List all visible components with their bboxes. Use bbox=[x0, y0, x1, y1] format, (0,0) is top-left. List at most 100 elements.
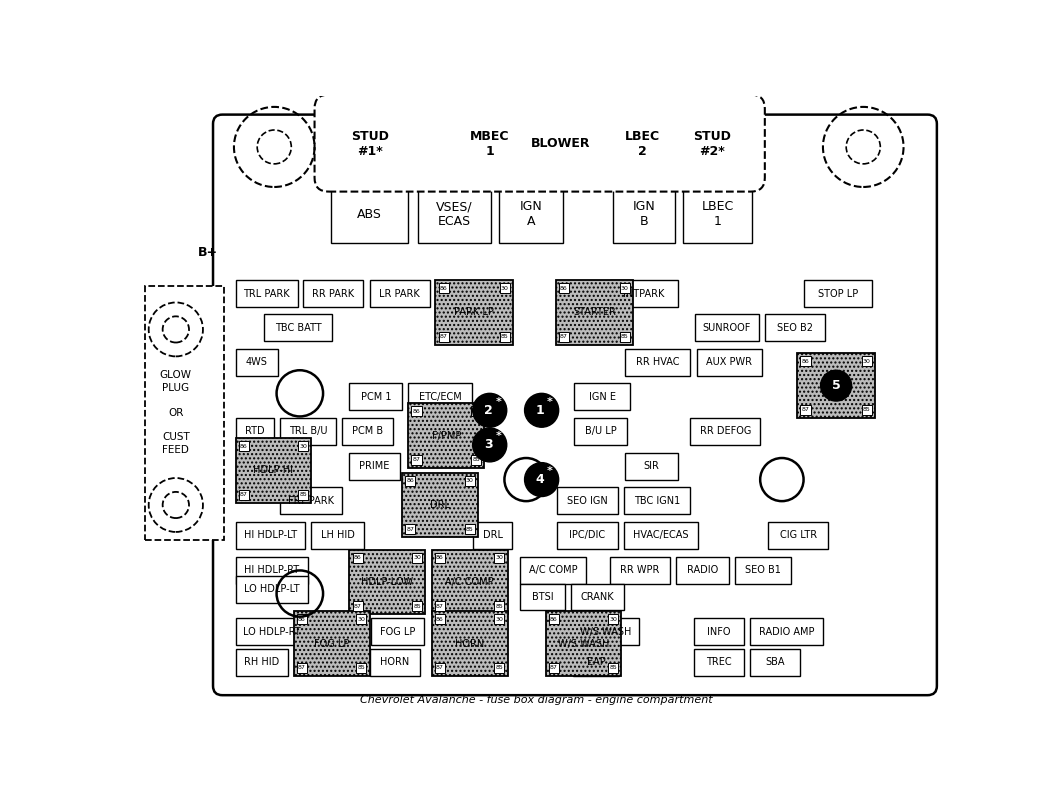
Text: STUD
#1*: STUD #1* bbox=[351, 130, 388, 158]
Bar bbox=[624, 487, 690, 514]
Text: 4WS: 4WS bbox=[246, 357, 268, 367]
Bar bbox=[574, 384, 630, 410]
Text: 30: 30 bbox=[472, 409, 481, 414]
Bar bbox=[439, 284, 448, 293]
Text: 87: 87 bbox=[240, 492, 247, 497]
Bar bbox=[573, 649, 619, 676]
Text: LR PARK: LR PARK bbox=[379, 288, 420, 299]
Bar bbox=[608, 614, 619, 624]
Bar bbox=[499, 332, 510, 342]
Text: 87: 87 bbox=[354, 604, 361, 609]
Bar bbox=[750, 618, 823, 645]
Text: *: * bbox=[548, 396, 553, 407]
Bar bbox=[609, 280, 678, 307]
Bar bbox=[293, 611, 370, 676]
Text: *: * bbox=[548, 466, 553, 476]
Bar bbox=[236, 576, 309, 603]
Bar bbox=[303, 280, 363, 307]
Bar bbox=[559, 284, 569, 293]
Text: A/C COMP: A/C COMP bbox=[529, 565, 577, 575]
Bar bbox=[620, 284, 630, 293]
Text: 4: 4 bbox=[536, 473, 544, 486]
Bar bbox=[625, 348, 690, 376]
Text: SEO IGN: SEO IGN bbox=[567, 496, 607, 505]
Text: IGN
A: IGN A bbox=[519, 200, 542, 228]
Bar bbox=[695, 314, 759, 341]
FancyBboxPatch shape bbox=[213, 115, 937, 695]
Text: 2: 2 bbox=[484, 404, 492, 417]
Text: HVAC/ECAS: HVAC/ECAS bbox=[633, 530, 689, 541]
Text: PRIME: PRIME bbox=[359, 461, 389, 471]
Text: 5: 5 bbox=[831, 379, 841, 392]
Bar bbox=[549, 614, 559, 624]
Text: 86: 86 bbox=[354, 555, 361, 560]
Text: LH HID: LH HID bbox=[320, 530, 355, 541]
Bar bbox=[574, 418, 627, 445]
Text: 30: 30 bbox=[495, 555, 504, 560]
Text: 87: 87 bbox=[413, 457, 421, 462]
Text: 86: 86 bbox=[240, 444, 247, 449]
Text: PARK LP: PARK LP bbox=[454, 308, 494, 317]
Text: HORN: HORN bbox=[455, 638, 484, 649]
Text: CRANK: CRANK bbox=[581, 592, 615, 602]
Text: RR WPR: RR WPR bbox=[621, 565, 660, 575]
Bar bbox=[549, 663, 559, 673]
Text: 86: 86 bbox=[550, 617, 557, 622]
Text: STOP LP: STOP LP bbox=[818, 288, 857, 299]
Bar bbox=[676, 557, 729, 584]
Bar bbox=[311, 522, 364, 549]
Text: FOG LP: FOG LP bbox=[314, 638, 350, 649]
Text: 87: 87 bbox=[297, 666, 306, 670]
Bar bbox=[735, 557, 792, 584]
Text: 85: 85 bbox=[299, 492, 307, 497]
Circle shape bbox=[472, 393, 507, 427]
Text: 30: 30 bbox=[609, 617, 618, 622]
Bar bbox=[862, 405, 872, 415]
Bar bbox=[439, 332, 448, 342]
Text: 85: 85 bbox=[863, 408, 871, 413]
Text: 86: 86 bbox=[802, 359, 809, 364]
Bar bbox=[494, 663, 505, 673]
Bar bbox=[620, 332, 630, 342]
Text: 86: 86 bbox=[560, 286, 567, 291]
Text: STARTER: STARTER bbox=[573, 308, 616, 317]
Bar bbox=[411, 406, 422, 417]
Bar bbox=[494, 602, 505, 611]
Text: FRT PARK: FRT PARK bbox=[289, 496, 334, 505]
Bar bbox=[350, 549, 425, 614]
Text: 85: 85 bbox=[466, 527, 474, 532]
Text: RH HID: RH HID bbox=[244, 658, 280, 667]
Bar bbox=[571, 584, 624, 610]
Text: CIG LTR: CIG LTR bbox=[780, 530, 817, 541]
Text: A/C COMP: A/C COMP bbox=[445, 577, 494, 587]
Text: W/S WASH: W/S WASH bbox=[558, 638, 609, 649]
Text: 30: 30 bbox=[466, 478, 474, 483]
Text: INTPARK: INTPARK bbox=[623, 288, 665, 299]
Text: PCM 1: PCM 1 bbox=[360, 392, 391, 402]
Text: GLOW
PLUG

OR

CUST
FEED: GLOW PLUG OR CUST FEED bbox=[160, 370, 192, 455]
Bar bbox=[611, 112, 673, 175]
Bar bbox=[342, 418, 393, 445]
Text: BLOWER: BLOWER bbox=[531, 137, 589, 151]
Bar bbox=[801, 405, 810, 415]
Bar bbox=[609, 557, 670, 584]
Text: LBEC
2: LBEC 2 bbox=[625, 130, 660, 158]
Bar bbox=[331, 112, 408, 175]
Text: *: * bbox=[495, 432, 502, 441]
Text: ETC/ECM: ETC/ECM bbox=[419, 392, 462, 402]
Text: 85: 85 bbox=[495, 666, 504, 670]
Text: Chevrolet Avalanche - fuse box diagram - engine compartment: Chevrolet Avalanche - fuse box diagram -… bbox=[360, 695, 713, 705]
Bar bbox=[353, 553, 362, 563]
Text: MBEC
1: MBEC 1 bbox=[470, 130, 510, 158]
Bar bbox=[413, 602, 422, 611]
Text: EAP: EAP bbox=[586, 658, 605, 667]
Bar bbox=[494, 614, 505, 624]
Circle shape bbox=[525, 393, 559, 427]
Text: HDLP-HI: HDLP-HI bbox=[253, 465, 293, 475]
Bar bbox=[557, 487, 618, 514]
Text: SEO B2: SEO B2 bbox=[777, 323, 814, 332]
Text: TRL PARK: TRL PARK bbox=[243, 288, 290, 299]
Bar bbox=[236, 649, 288, 676]
Text: BTSI: BTSI bbox=[532, 592, 553, 602]
Bar bbox=[236, 348, 279, 376]
